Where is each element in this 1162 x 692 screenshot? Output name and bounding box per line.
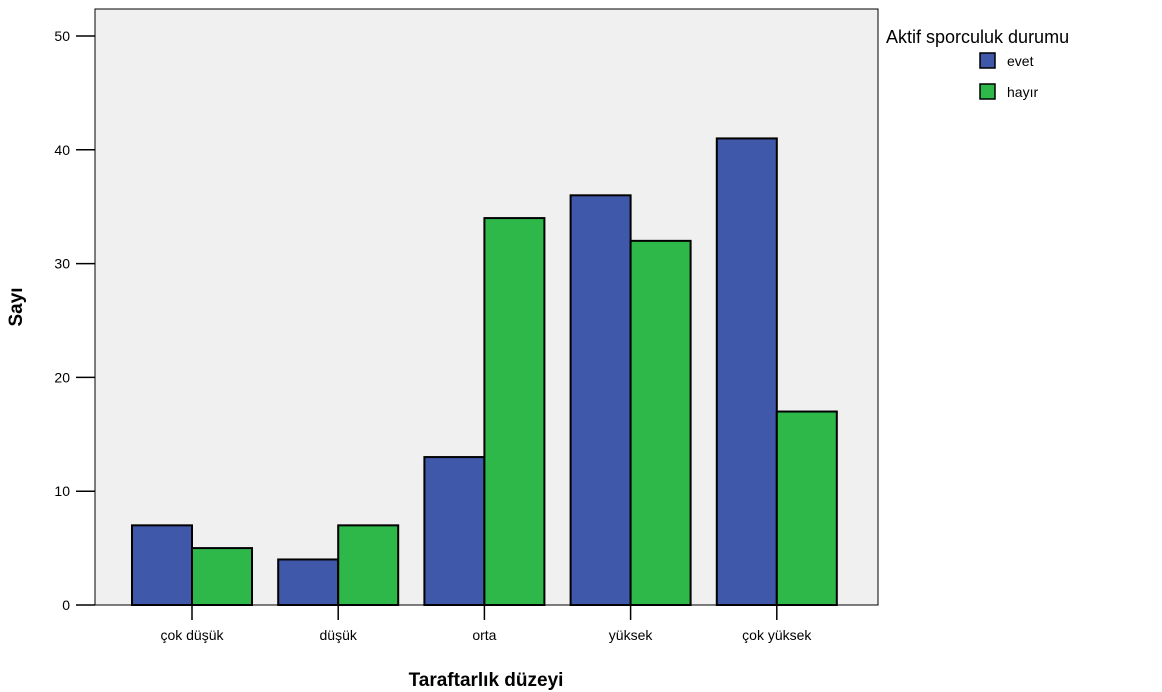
bar-evet [715, 137, 778, 606]
x-tick-label: yüksek [609, 627, 654, 643]
bar-hayır [191, 547, 253, 606]
y-tick-label: 10 [54, 483, 70, 499]
y-tick-label: 50 [54, 28, 70, 44]
y-tick-label: 40 [54, 142, 70, 158]
legend: Aktif sporculuk durumu evet hayır [886, 27, 1069, 100]
bar-evet [569, 194, 632, 606]
y-axis: 0 10 20 30 40 50 [54, 28, 95, 613]
x-axis: çok düşük düşük orta yüksek çok yüksek [160, 605, 812, 643]
legend-swatch [979, 83, 996, 100]
bar-evet [423, 456, 486, 606]
bar-hayır [629, 239, 692, 606]
x-tick-label: çok düşük [160, 627, 224, 643]
legend-swatch [979, 52, 996, 69]
x-tick-label: orta [472, 627, 496, 643]
x-tick-label: çok yüksek [742, 627, 812, 643]
legend-label: hayır [1007, 84, 1038, 100]
bar-hayır [775, 410, 838, 607]
bars-group [131, 137, 838, 607]
legend-label: evet [1007, 53, 1034, 69]
bar-evet [277, 558, 340, 606]
bar-evet [131, 524, 193, 607]
y-tick-label: 0 [62, 597, 70, 613]
y-tick-label: 20 [54, 369, 70, 385]
bar-hayır [337, 524, 400, 607]
bar-hayır [483, 217, 546, 607]
x-tick-label: düşük [320, 627, 358, 643]
x-axis-title: Taraftarlık düzeyi [409, 670, 564, 691]
y-axis-title: Sayı [6, 287, 27, 326]
y-tick-label: 30 [54, 256, 70, 272]
legend-title: Aktif sporculuk durumu [886, 27, 1069, 47]
